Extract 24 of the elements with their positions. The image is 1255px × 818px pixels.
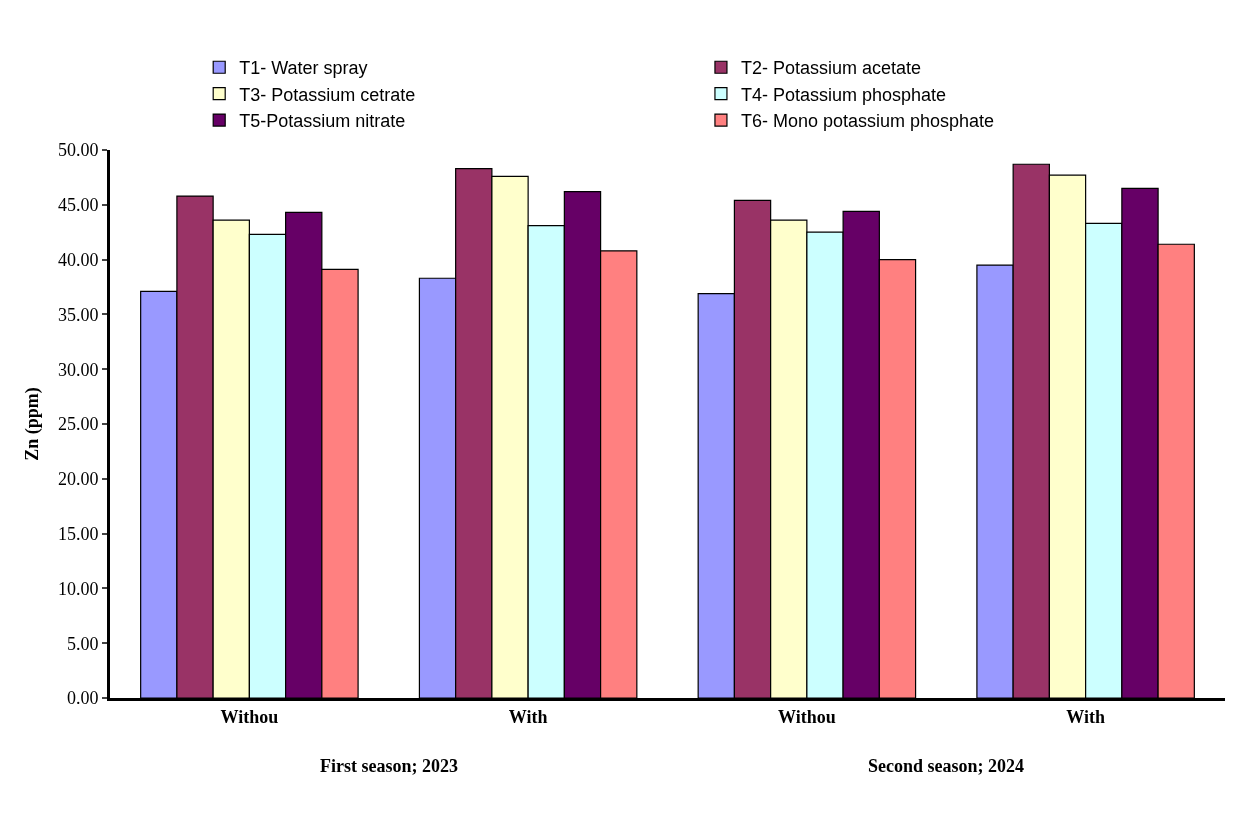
y-tick-label: 10.00 bbox=[57, 578, 99, 599]
x-tick-label: With bbox=[1066, 706, 1105, 727]
y-tick-label: 15.00 bbox=[57, 523, 99, 544]
y-tick-label: 5.00 bbox=[66, 633, 99, 654]
legend-label: T5-Potassium nitrate bbox=[239, 111, 406, 132]
y-tick-label: 30.00 bbox=[57, 359, 99, 380]
y-tick-label: 40.00 bbox=[57, 249, 99, 270]
text: First season; 2023 bbox=[320, 756, 458, 776]
legend-label: T6- Mono potassium phosphate bbox=[740, 111, 995, 132]
y-tick-label: 25.00 bbox=[57, 414, 99, 435]
x-tick-label: Withou bbox=[778, 706, 836, 727]
x-tick-label: With bbox=[508, 706, 548, 727]
y-tick-label: 20.00 bbox=[57, 469, 99, 490]
legend-label: T1- Water spray bbox=[239, 58, 368, 79]
legend-label: T3- Potassium cetrate bbox=[239, 84, 416, 105]
legend-label: T2- Potassium acetate bbox=[740, 58, 922, 79]
y-tick-label: 45.00 bbox=[57, 195, 99, 216]
y-tick-label: 0.00 bbox=[66, 688, 99, 709]
text: Second season; 2024 bbox=[868, 756, 1025, 776]
y-axis-title: Zn (ppm) bbox=[22, 387, 44, 461]
x-tick-label: Withou bbox=[220, 706, 279, 727]
y-tick-label: 50.00 bbox=[57, 140, 99, 161]
legend-label: T4- Potassium phosphate bbox=[740, 84, 947, 105]
y-tick-label: 35.00 bbox=[57, 304, 99, 325]
